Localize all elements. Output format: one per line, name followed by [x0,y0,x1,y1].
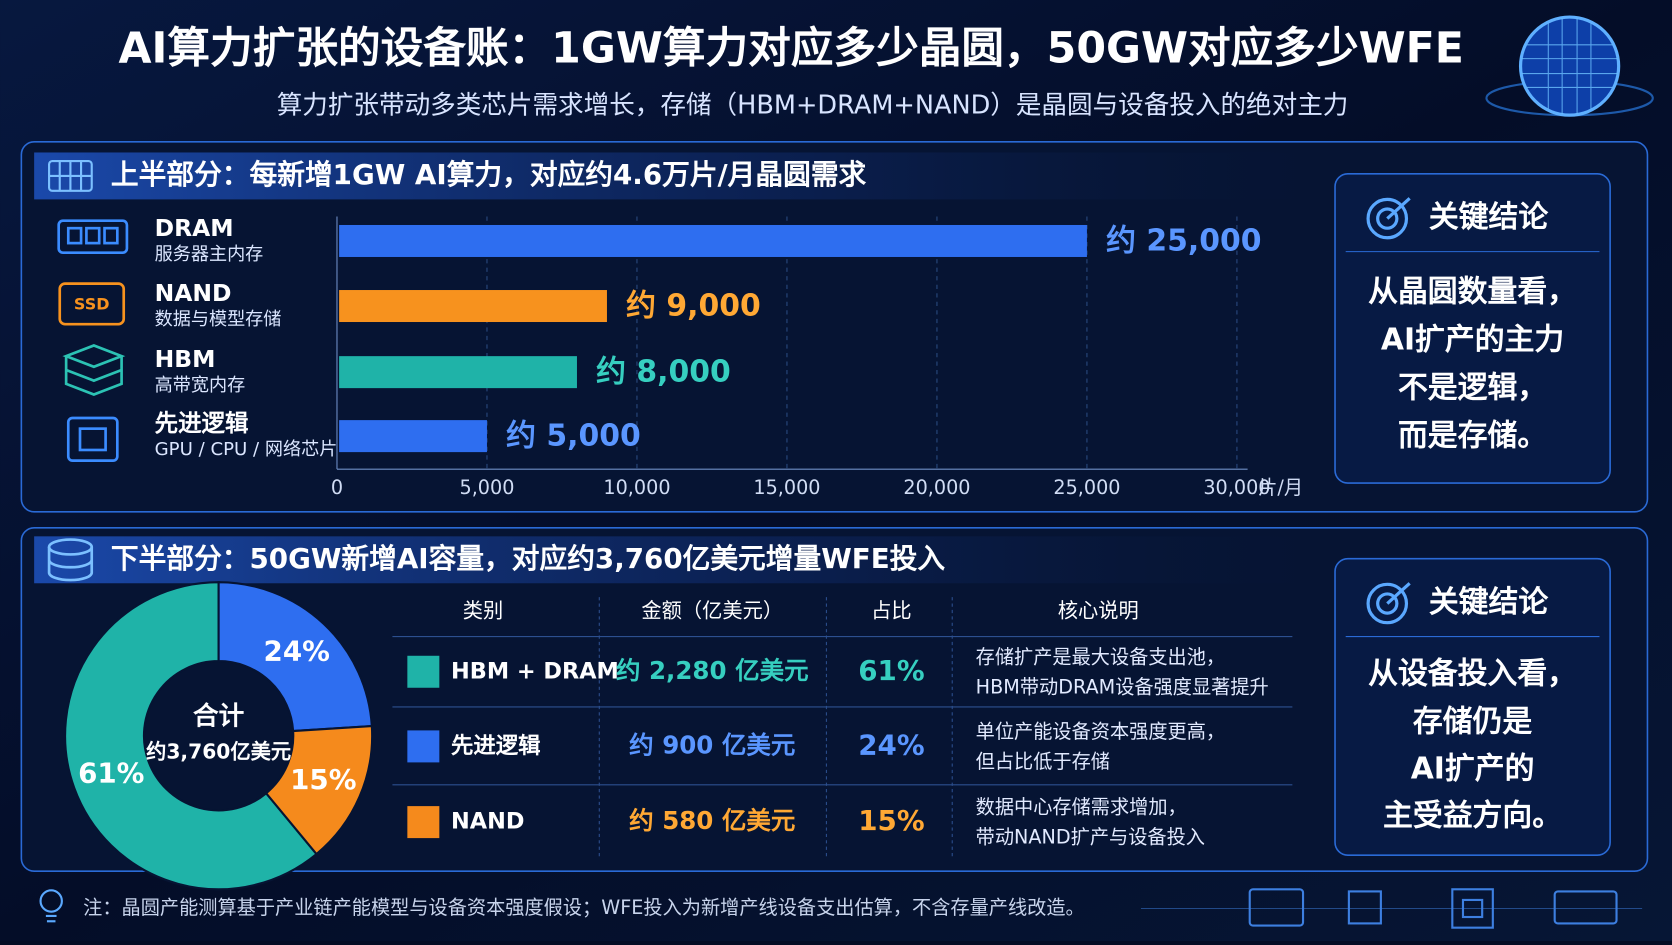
category-note: 服务器主内存 [155,244,264,265]
value-label: 约 9,000 [626,289,761,324]
bar [339,224,1087,257]
table-category: 先进逻辑 [451,733,541,759]
footer-icons [1140,888,1643,929]
category-label: NAND [155,279,232,307]
table-category: NAND [451,809,524,835]
table-amount: 约 580 亿美元 [629,806,795,835]
x-tick-label: 15,000 [753,476,820,499]
table-share: 24% [858,728,924,761]
table-note: 带动NAND扩产与设备投入 [976,826,1205,849]
category-icons: SSD [57,219,129,462]
conclusion-line: 存储仍是 [1413,704,1533,739]
table-amount: 约 2,280 亿美元 [616,656,809,685]
category-label: 先进逻辑 [155,409,249,437]
category-label: HBM [155,345,216,373]
table-note: 数据中心存储需求增加， [976,796,1187,819]
target-icon [1366,197,1411,240]
table-note: 存储扩产是最大设备支出池， [976,645,1225,668]
table-header: 类别 [463,599,504,623]
wafer-icon [1485,15,1654,117]
value-label: 约 8,000 [596,355,731,390]
table-note: 单位产能设备资本强度更高， [976,720,1225,743]
title: AI算力扩张的设备账：1GW算力对应多少晶圆，50GW对应多少WFE [119,24,1464,74]
x-tick-label: 5,000 [459,476,514,499]
x-tick-label: 20,000 [903,476,970,499]
slice-label: 15% [290,763,356,796]
bulb-icon [39,889,63,923]
slice-label: 24% [264,635,330,668]
table-share: 15% [858,804,924,837]
value-label: 约 5,000 [506,419,641,454]
x-tick-label: 0 [331,476,343,499]
database-icon [47,538,94,582]
table-share: 61% [858,654,924,687]
section-band [34,152,1314,200]
legend-swatch [407,806,440,839]
conclusion-line: AI扩产的 [1411,751,1535,786]
conclusion-line: 不是逻辑， [1398,371,1547,406]
conclusion-line: 从晶圆数量看， [1368,275,1577,310]
table-category: HBM + DRAM [451,658,619,684]
category-note: 高带宽内存 [155,375,246,396]
section-band [34,536,1314,584]
subtitle: 算力扩张带动多类芯片需求增长，存储（HBM+DRAM+NAND）是晶圆与设备投入… [277,91,1349,121]
conclusion-title: 关键结论 [1429,200,1550,235]
conclusion-title: 关键结论 [1429,585,1550,620]
footer-note: 注：晶圆产能测算基于产业链产能模型与设备资本强度假设；WFE投入为新增产线设备支… [83,896,1085,919]
table-note: 但占比低于存储 [976,750,1110,773]
table-header: 核心说明 [1058,599,1139,623]
table-note: HBM带动DRAM设备强度显著提升 [976,675,1269,698]
donut-hole [145,662,293,810]
conclusion-box [1334,557,1611,856]
x-tick-label: 30,000 [1203,476,1270,499]
svg-text:SSD: SSD [74,294,110,313]
section-title: 上半部分：每新增1GW AI算力，对应约4.6万片/月晶圆需求 [111,158,867,191]
conclusion-line: 而是存储。 [1398,419,1547,454]
bar [339,420,487,453]
category-note: 数据与模型存储 [155,309,282,330]
bar [339,356,577,389]
target-icon [1366,582,1411,625]
donut-slice [264,724,374,856]
chip-grid-icon [48,159,93,192]
conclusion-line: AI扩产的主力 [1381,323,1564,358]
conclusion-line: 主受益方向。 [1383,798,1562,833]
table-lines [392,597,1293,859]
donut-slice [217,581,373,733]
bar [339,290,607,323]
legend-swatch [407,655,440,688]
value-label: 约 25,000 [1106,224,1261,259]
x-tick-label: 25,000 [1053,476,1120,499]
category-note: GPU / CPU / 网络芯片 [155,439,338,460]
category-label: DRAM [155,214,234,242]
legend-swatch [407,730,440,763]
donut-slice [64,581,318,891]
slice-label: 61% [78,756,144,789]
table-amount: 约 900 亿美元 [629,730,795,759]
x-tick-label: 10,000 [603,476,670,499]
table-header: 金额（亿美元） [641,599,783,623]
unit-label: 片/月 [1258,476,1303,499]
center-label: 合计 [193,701,244,732]
conclusion-line: 从设备投入看， [1368,656,1577,691]
table-header: 占比 [871,599,912,623]
section-title: 下半部分：50GW新增AI容量，对应约3,760亿美元增量WFE投入 [111,542,945,575]
center-value: 约3,760亿美元 [146,739,291,763]
